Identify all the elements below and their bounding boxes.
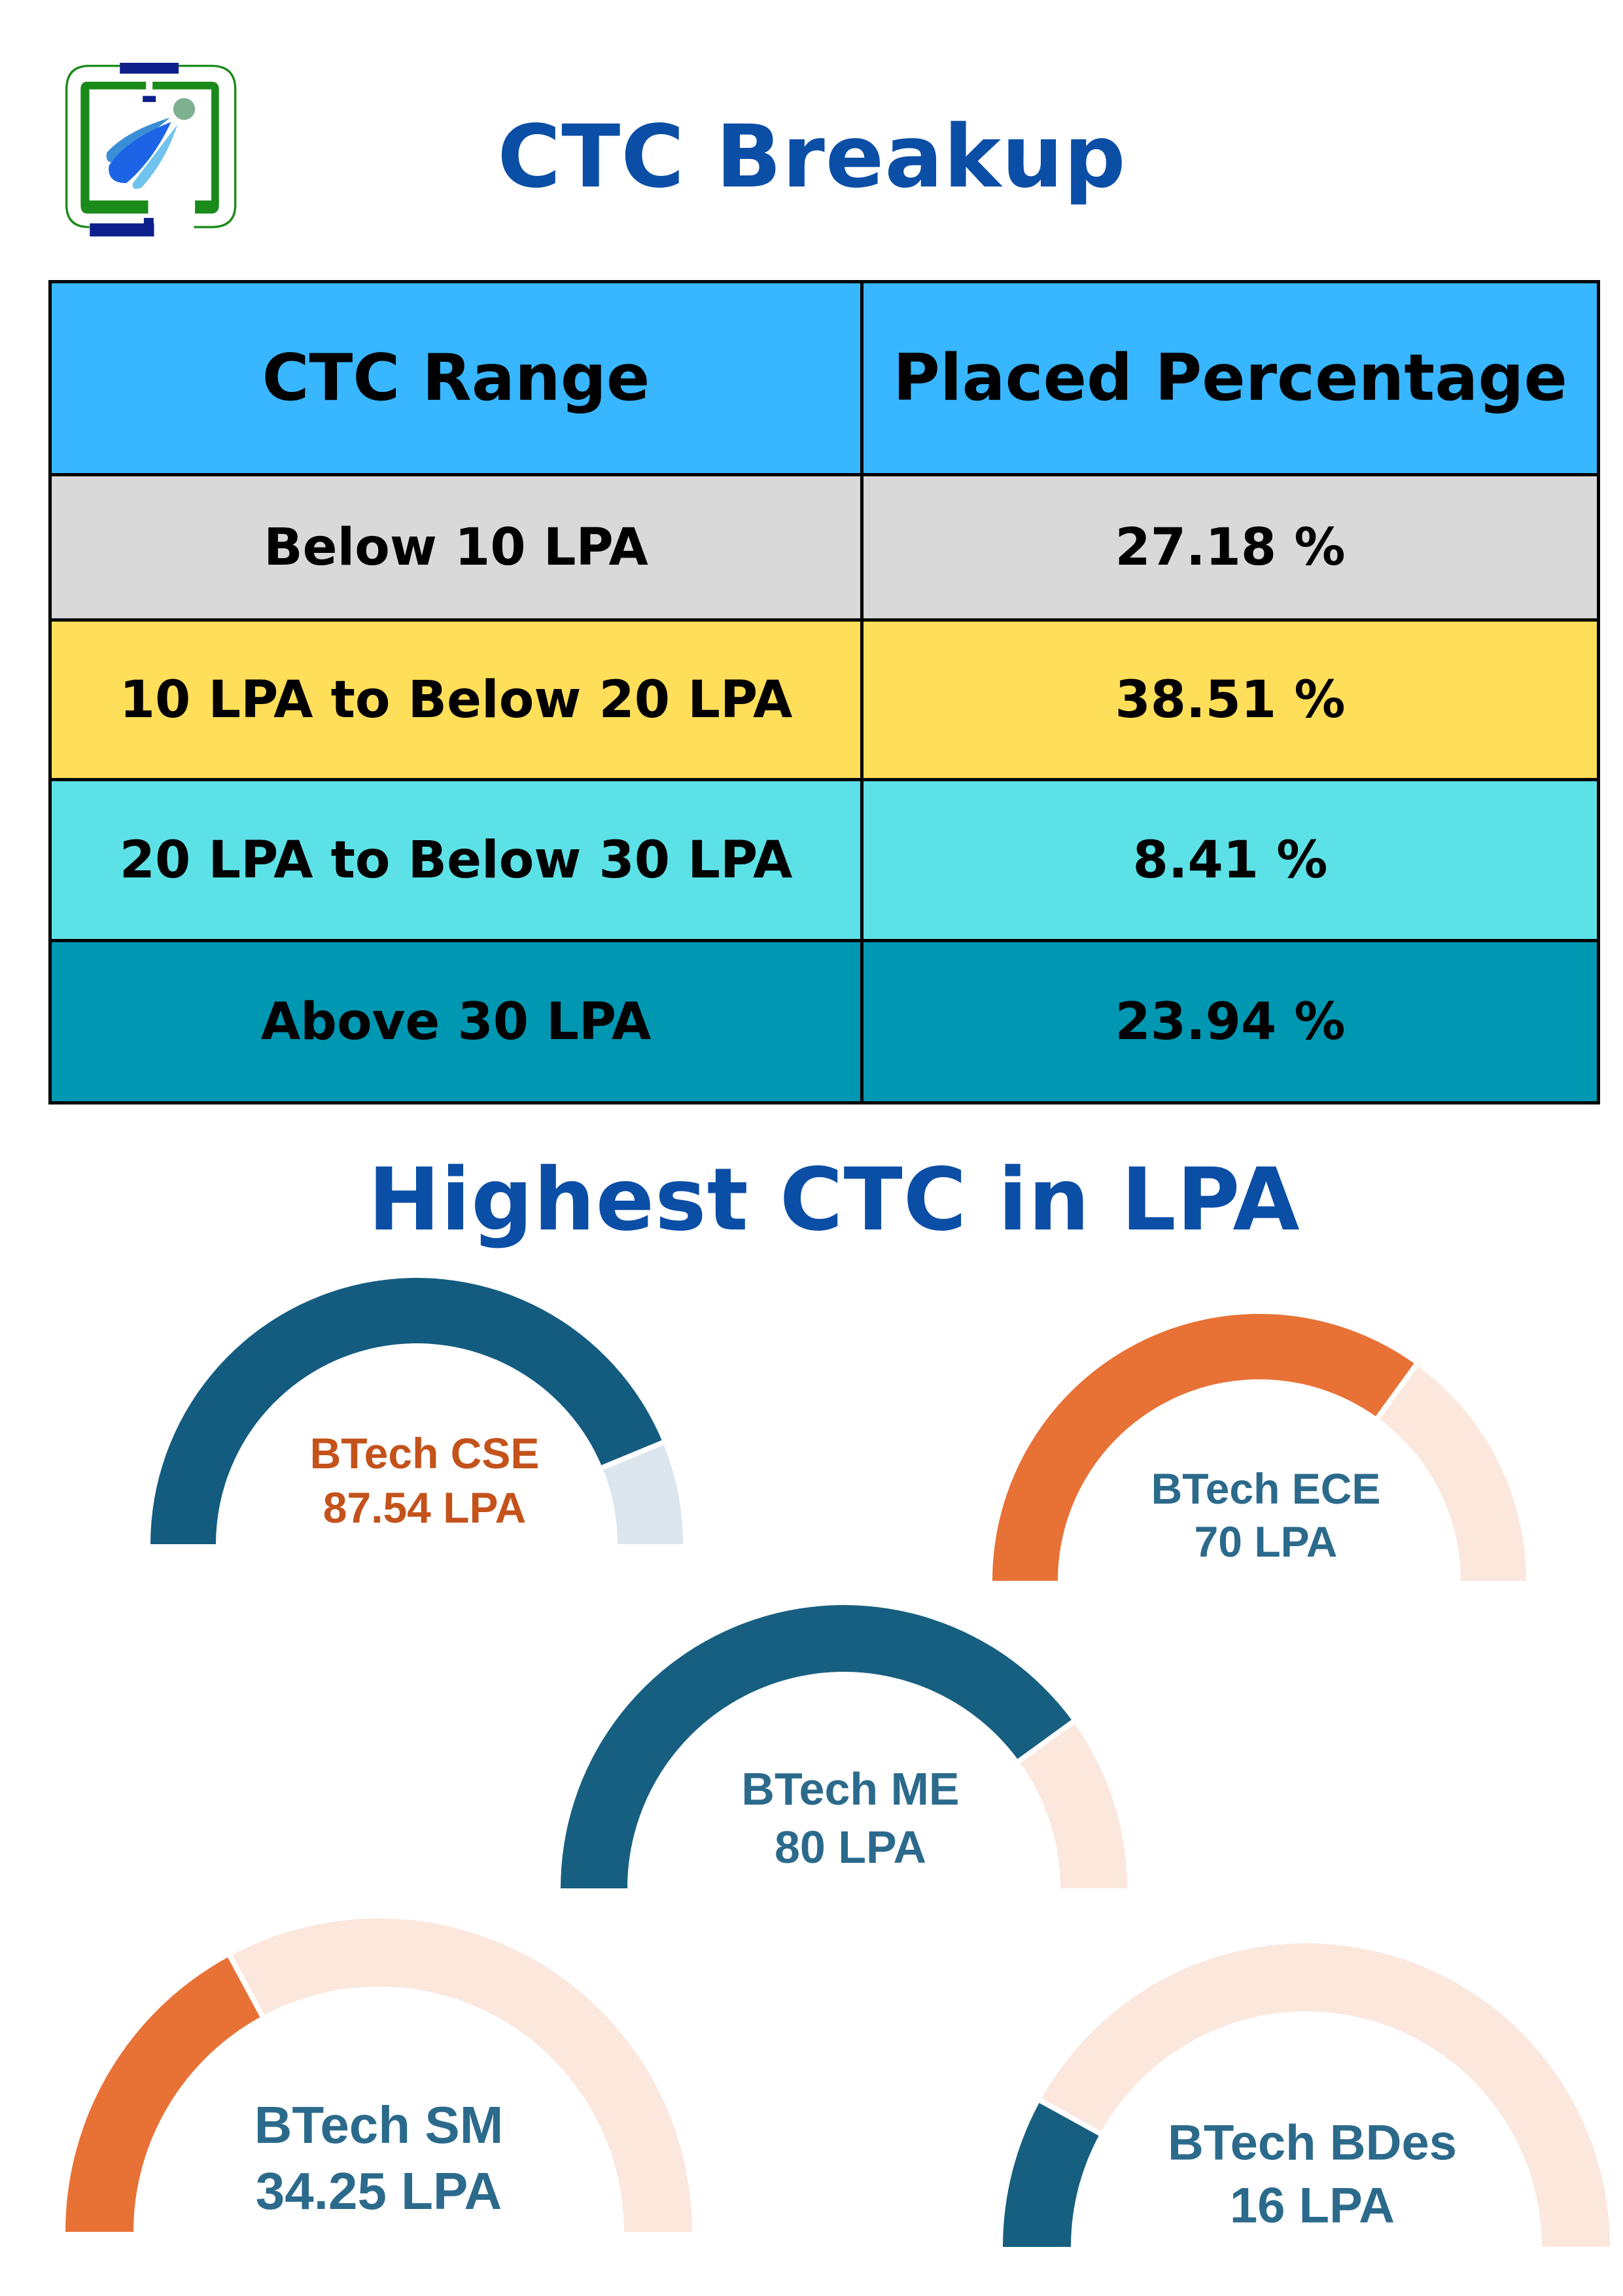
gauge-separator <box>1036 2097 1104 2138</box>
gauge-track <box>1040 1943 1610 2247</box>
ctc-range-cell: Below 10 LPA <box>48 473 864 622</box>
table-row: Below 10 LPA 27.18 % <box>48 473 1600 622</box>
gauge-program-label: BTech ECE <box>1151 1464 1381 1513</box>
gauge-value-label: 80 LPA <box>774 1822 927 1873</box>
column-header-placed-percentage: Placed Percentage <box>860 280 1600 476</box>
ctc-range-cell: 20 LPA to Below 30 LPA <box>48 778 864 942</box>
table-header-row: CTC Range Placed Percentage <box>48 280 1600 476</box>
gauge-separator <box>599 1439 667 1472</box>
page-title: CTC Breakup <box>497 107 1126 207</box>
gauge-separator <box>1015 1718 1077 1765</box>
gauge-separator <box>1374 1361 1420 1422</box>
gauge-track <box>230 1918 692 2232</box>
table-row: Above 30 LPA 23.94 % <box>48 939 1600 1104</box>
gauge-fill <box>561 1605 1073 1888</box>
gauge-program-label: BTech SM <box>254 2096 504 2154</box>
gauge-value-label: 87.54 LPA <box>323 1483 527 1532</box>
gauge-separator <box>226 1952 266 2020</box>
gauge-fill <box>992 1314 1416 1581</box>
gauge-fill <box>65 1956 262 2232</box>
placed-percentage-cell: 27.18 % <box>860 473 1600 622</box>
gauge-value-label: 34.25 LPA <box>255 2162 502 2220</box>
gauge-fill <box>150 1278 663 1544</box>
ctc-range-cell: Above 30 LPA <box>48 939 864 1104</box>
placed-percentage-cell: 38.51 % <box>860 618 1600 781</box>
ctc-breakup-table: CTC Range Placed Percentage Below 10 LPA… <box>48 280 1600 1104</box>
table-row: 10 LPA to Below 20 LPA 38.51 % <box>48 618 1600 781</box>
gauge-fill <box>1003 2100 1100 2247</box>
placed-percentage-cell: 8.41 % <box>860 778 1600 942</box>
table-row: 20 LPA to Below 30 LPA 8.41 % <box>48 778 1600 942</box>
column-header-ctc-range: CTC Range <box>48 280 864 476</box>
ctc-range-cell: 10 LPA to Below 20 LPA <box>48 618 864 781</box>
gauge-track <box>1019 1722 1127 1888</box>
gauge-program-label: BTech CSE <box>309 1429 540 1477</box>
gauge-program-label: BTech BDes <box>1167 2115 1457 2171</box>
placed-percentage-cell: 23.94 % <box>860 939 1600 1104</box>
gauge-track <box>602 1442 683 1544</box>
gauge-value-label: 70 LPA <box>1194 1517 1338 1566</box>
gauge-track <box>1378 1364 1526 1581</box>
gauge-value-label: 16 LPA <box>1229 2178 1395 2234</box>
gauge-program-label: BTech ME <box>741 1763 960 1814</box>
highest-ctc-title: Highest CTC in LPA <box>368 1150 1300 1250</box>
